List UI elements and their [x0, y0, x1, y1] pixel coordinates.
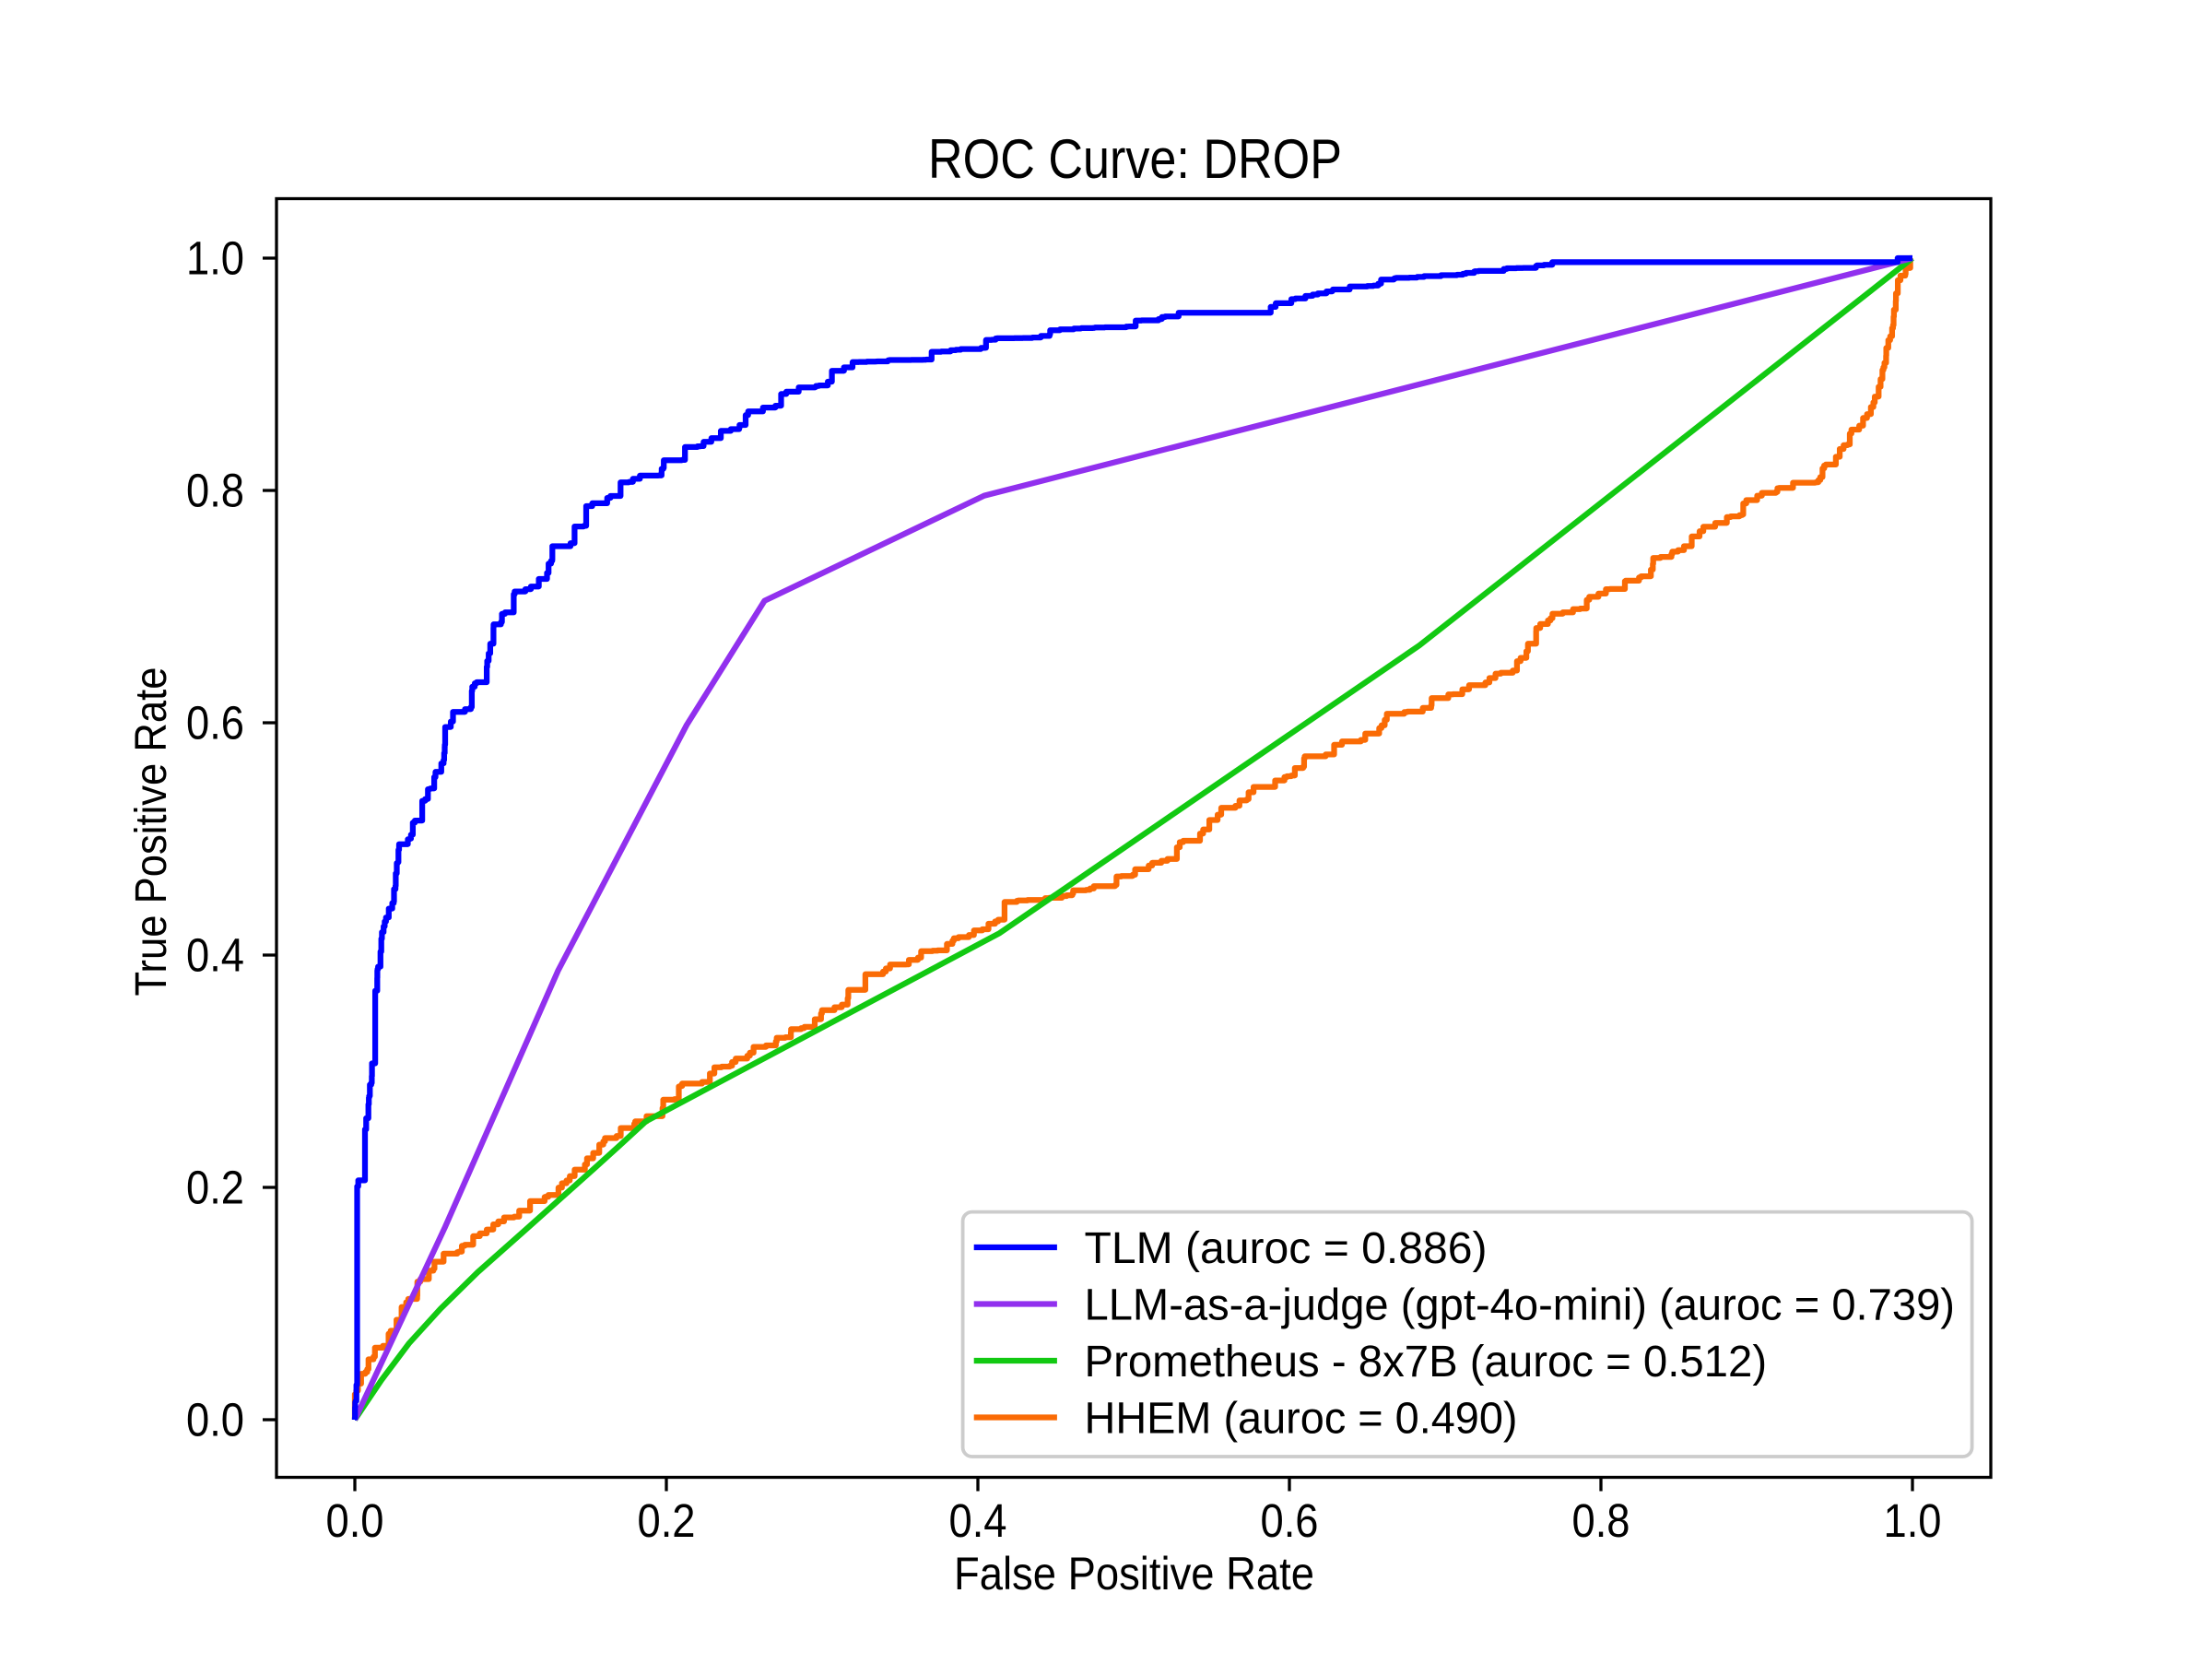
svg-text:ROC Curve: DROP: ROC Curve: DROP	[928, 128, 1342, 190]
svg-text:0.4: 0.4	[186, 929, 244, 982]
svg-text:HHEM (auroc = 0.490): HHEM (auroc = 0.490)	[1085, 1394, 1518, 1443]
svg-text:0.4: 0.4	[949, 1494, 1007, 1547]
svg-text:0.0: 0.0	[186, 1394, 244, 1446]
svg-text:0.0: 0.0	[326, 1494, 384, 1547]
svg-text:True Positive Rate: True Positive Rate	[127, 667, 176, 997]
svg-text:0.6: 0.6	[1261, 1494, 1319, 1547]
svg-text:0.2: 0.2	[638, 1494, 696, 1547]
svg-text:1.0: 1.0	[186, 232, 244, 285]
svg-text:0.8: 0.8	[1572, 1494, 1630, 1547]
svg-text:LLM-as-a-judge (gpt-4o-mini) (: LLM-as-a-judge (gpt-4o-mini) (auroc = 0.…	[1085, 1280, 1956, 1329]
svg-text:1.0: 1.0	[1884, 1494, 1942, 1547]
svg-text:0.6: 0.6	[186, 697, 244, 749]
svg-text:Prometheus - 8x7B (auroc = 0.5: Prometheus - 8x7B (auroc = 0.512)	[1085, 1338, 1768, 1387]
svg-text:False Positive Rate: False Positive Rate	[954, 1548, 1314, 1599]
svg-text:0.8: 0.8	[186, 465, 244, 517]
svg-text:TLM (auroc = 0.886): TLM (auroc = 0.886)	[1085, 1224, 1488, 1273]
svg-text:0.2: 0.2	[186, 1162, 244, 1214]
